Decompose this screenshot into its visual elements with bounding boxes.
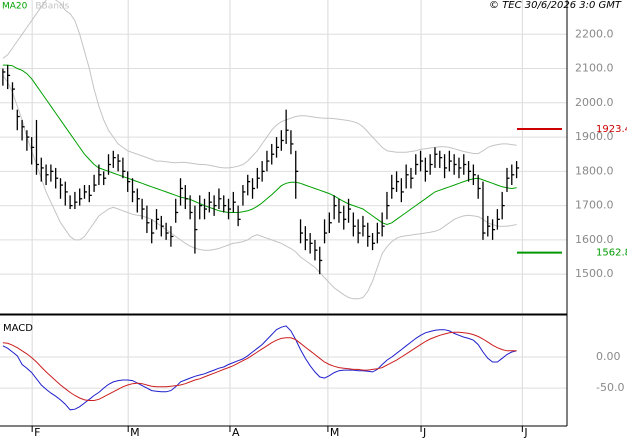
price-level-label: 1923.4 bbox=[596, 124, 627, 135]
price-panel bbox=[0, 0, 567, 313]
y-tick-label: 1800.0 bbox=[575, 164, 614, 177]
y-tick-label: 2000.0 bbox=[575, 96, 614, 109]
bollinger-band bbox=[2, 75, 517, 300]
x-tick-label: M bbox=[330, 426, 340, 439]
y-tick-label: 0.00 bbox=[596, 350, 621, 363]
x-tick-label: A bbox=[232, 426, 240, 439]
panel-title: MACD bbox=[3, 323, 33, 334]
x-tick-label: J bbox=[523, 426, 527, 439]
price-level-label: 1562.8 bbox=[596, 248, 627, 259]
legend-entry: BBands bbox=[35, 2, 69, 12]
x-tick-label: F bbox=[34, 426, 40, 439]
y-tick-label: -50.0 bbox=[596, 381, 624, 394]
macd-panel bbox=[0, 316, 567, 426]
y-tick-label: 2200.0 bbox=[575, 27, 614, 40]
bollinger-band bbox=[2, 0, 517, 169]
y-tick-label: 2100.0 bbox=[575, 62, 614, 75]
x-tick-label: M bbox=[130, 426, 140, 439]
credit: © TEC 30/6/2026 3:0 GMT bbox=[489, 0, 622, 11]
moving-average bbox=[2, 64, 517, 226]
x-tick-label: J bbox=[422, 426, 426, 439]
y-tick-label: 1900.0 bbox=[575, 130, 614, 143]
y-tick-label: 1700.0 bbox=[575, 199, 614, 212]
legend-entry: MA20 bbox=[2, 2, 28, 12]
y-tick-label: 1600.0 bbox=[575, 233, 614, 246]
y-tick-label: 1500.0 bbox=[575, 267, 614, 280]
macd-line bbox=[2, 331, 517, 401]
